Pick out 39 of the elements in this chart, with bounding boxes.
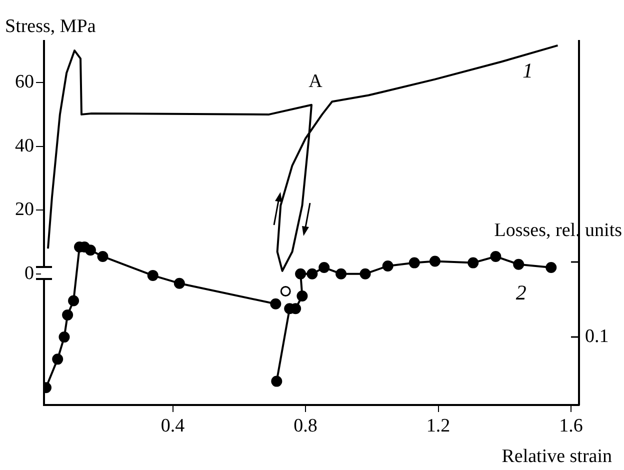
point (513, 258, 524, 270)
series-label: 2 (516, 280, 527, 305)
point (271, 376, 282, 387)
y-tick-label: 20 (15, 199, 34, 220)
x-tick-label: 1.6 (559, 415, 583, 436)
x-tick-label: 0.4 (160, 415, 186, 436)
point (546, 262, 557, 274)
point (58, 332, 70, 343)
annotation: A (308, 70, 323, 92)
x-axis-title: Relative strain (502, 446, 612, 467)
point (84, 244, 96, 256)
point (468, 257, 479, 268)
point (360, 268, 371, 280)
point (97, 250, 108, 262)
x-tick-label: 0.8 (294, 415, 318, 436)
y-axis-title: Stress, MPa (5, 16, 96, 37)
point (429, 256, 440, 267)
point (490, 250, 502, 262)
y-tick-label: 40 (15, 135, 34, 156)
x-tick-label: 1.2 (426, 415, 450, 436)
y-tick-label: 60 (15, 71, 34, 92)
point (306, 268, 318, 280)
point (62, 309, 74, 320)
series-label: 1 (522, 58, 534, 82)
point (336, 268, 347, 280)
point (174, 278, 185, 289)
point (296, 290, 308, 302)
text: 0.1 (585, 326, 609, 347)
point (68, 295, 80, 306)
y-tick-label: 0 (24, 263, 34, 284)
point (52, 354, 64, 365)
point (270, 298, 282, 310)
y2-axis-title: Losses, rel. units (494, 220, 622, 241)
point (318, 262, 330, 274)
point (408, 257, 420, 268)
point (280, 286, 291, 296)
point (382, 260, 394, 272)
point (147, 270, 158, 281)
point (295, 268, 306, 280)
